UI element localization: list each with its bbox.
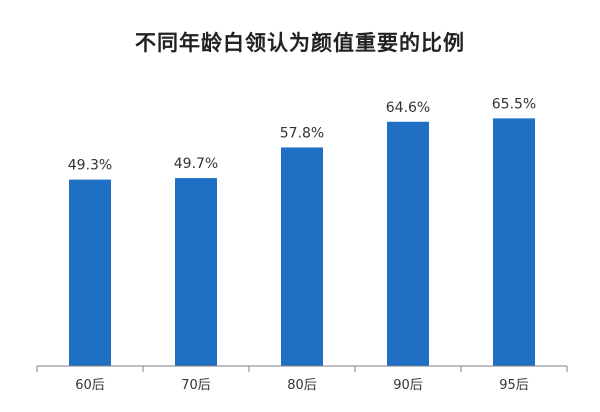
x-tick-label-3: 90后 [393,378,423,393]
bar-2 [281,147,323,366]
x-tick-label-0: 60后 [75,378,105,393]
labels-layer: 49.3% 60后 49.7% 70后 57.8% 80后 64.6% 90后 65.5% 95后 [68,96,536,393]
data-label-3: 64.6% [386,100,430,116]
data-label-1: 49.7% [174,156,218,172]
bar-1 [175,178,217,366]
bar-0 [69,179,111,366]
bars-layer [69,118,535,366]
bar-3 [387,121,429,366]
data-label-0: 49.3% [68,158,112,174]
data-label-4: 65.5% [492,96,536,112]
chart-title: 不同年龄白领认为颜值重要的比例 [135,31,465,55]
data-label-2: 57.8% [280,125,324,141]
bar-4 [493,118,535,366]
x-axis [36,365,568,372]
x-tick-label-1: 70后 [181,378,211,393]
x-tick-label-4: 95后 [499,378,529,393]
x-tick-label-2: 80后 [287,378,317,393]
